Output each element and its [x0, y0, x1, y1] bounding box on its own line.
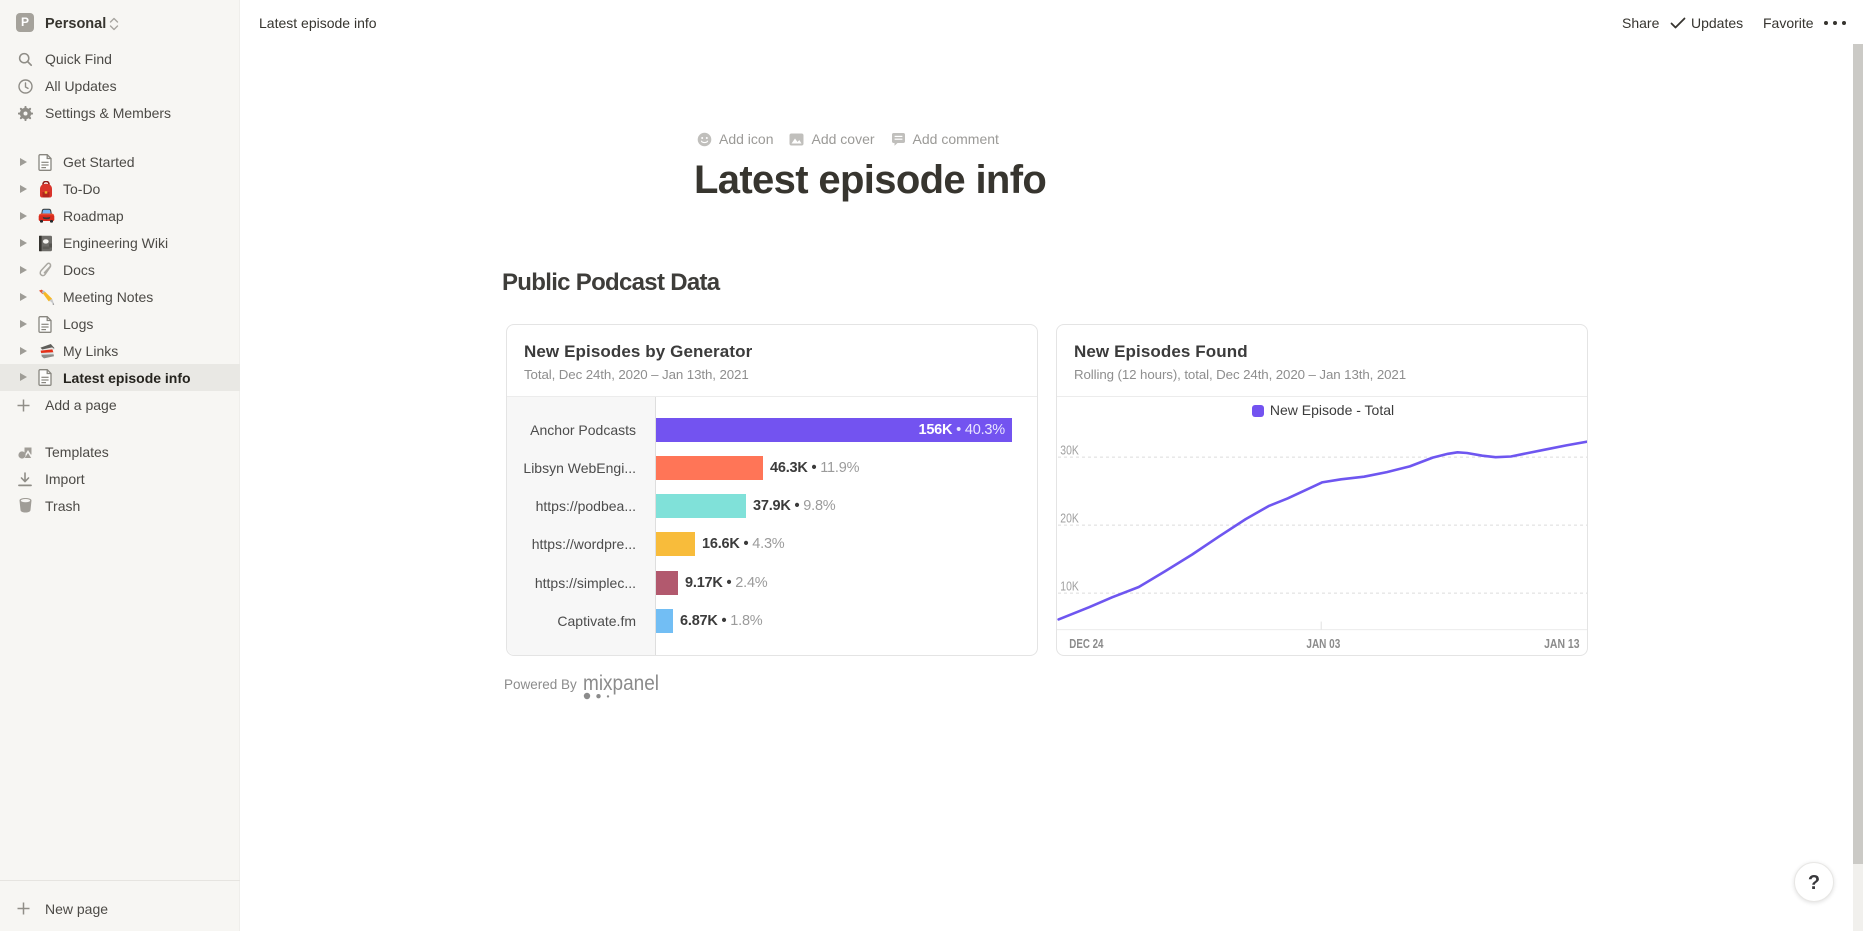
svg-text:20K: 20K	[1060, 511, 1079, 525]
svg-text:30K: 30K	[1060, 443, 1079, 457]
svg-text:DEC 24: DEC 24	[1069, 636, 1104, 651]
svg-text:10K: 10K	[1060, 579, 1079, 593]
svg-text:JAN 13: JAN 13	[1544, 636, 1579, 651]
svg-text:mixpanel: mixpanel	[583, 672, 659, 695]
svg-text:JAN 03: JAN 03	[1306, 636, 1340, 651]
